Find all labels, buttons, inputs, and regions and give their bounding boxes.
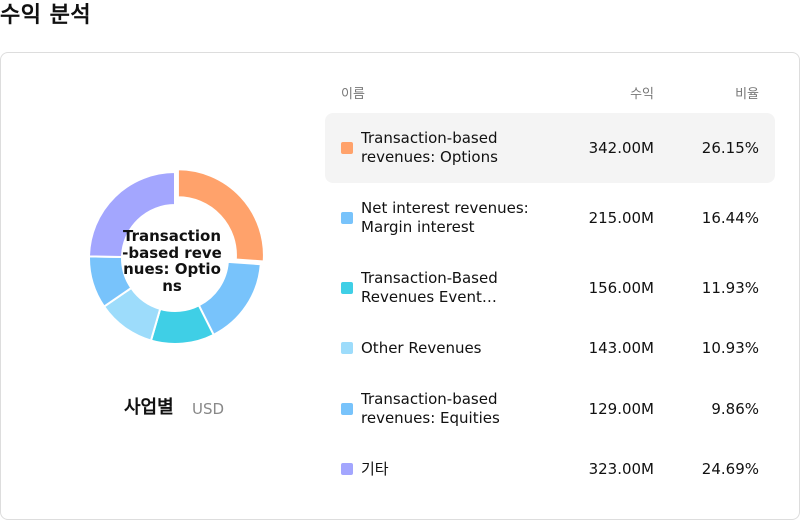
row-ratio: 16.44% [701, 209, 759, 227]
row-name: 기타 [361, 459, 389, 478]
legend-swatch [341, 342, 353, 354]
legend-swatch [341, 403, 353, 415]
page-title: 수익 분석 [0, 3, 92, 28]
row-revenue: 342.00M [588, 139, 654, 157]
currency-label: USD [192, 400, 225, 418]
row-ratio: 24.69% [701, 460, 759, 478]
table-row[interactable]: Transaction-based revenues: Options 342.… [325, 113, 775, 183]
row-ratio: 11.93% [701, 279, 759, 297]
donut-center-label: Transaction-based revenues: Options [122, 227, 222, 295]
row-revenue: 323.00M [588, 460, 654, 478]
table-row[interactable]: Transaction-Based Revenues Event… 156.00… [325, 253, 775, 323]
legend-swatch [341, 282, 353, 294]
row-ratio: 9.86% [711, 400, 759, 418]
row-name: Transaction-based revenues: Options [361, 129, 498, 166]
donut-slice[interactable] [87, 170, 176, 259]
revenue-donut-chart[interactable]: Transaction-based revenues: Options [87, 168, 265, 345]
legend-swatch [341, 212, 353, 224]
column-header-revenue: 수익 [630, 87, 654, 102]
row-revenue: 156.00M [588, 279, 654, 297]
legend-swatch [341, 463, 353, 475]
legend-swatch [341, 142, 353, 154]
row-revenue: 215.00M [588, 209, 654, 227]
row-revenue: 129.00M [588, 400, 654, 418]
row-name: Transaction-Based Revenues Event… [361, 269, 498, 306]
table-row[interactable]: Other Revenues 143.00M 10.93% [325, 313, 775, 383]
row-revenue: 143.00M [588, 339, 654, 357]
row-ratio: 26.15% [701, 139, 759, 157]
table-row[interactable]: Transaction-based revenues: Equities 129… [325, 374, 775, 444]
segment-group-label: 사업별 [124, 397, 174, 418]
row-name: Net interest revenues: Margin interest [361, 199, 529, 236]
donut-svg [87, 168, 265, 345]
row-name: Transaction-based revenues: Equities [361, 390, 500, 427]
row-name: Other Revenues [361, 338, 482, 357]
row-ratio: 10.93% [701, 339, 759, 357]
table-row[interactable]: Net interest revenues: Margin interest 2… [325, 183, 775, 253]
column-header-name: 이름 [341, 87, 365, 102]
table-row[interactable]: 기타 323.00M 24.69% [325, 434, 775, 504]
column-header-ratio: 비율 [735, 87, 759, 102]
donut-slice[interactable] [176, 168, 265, 263]
